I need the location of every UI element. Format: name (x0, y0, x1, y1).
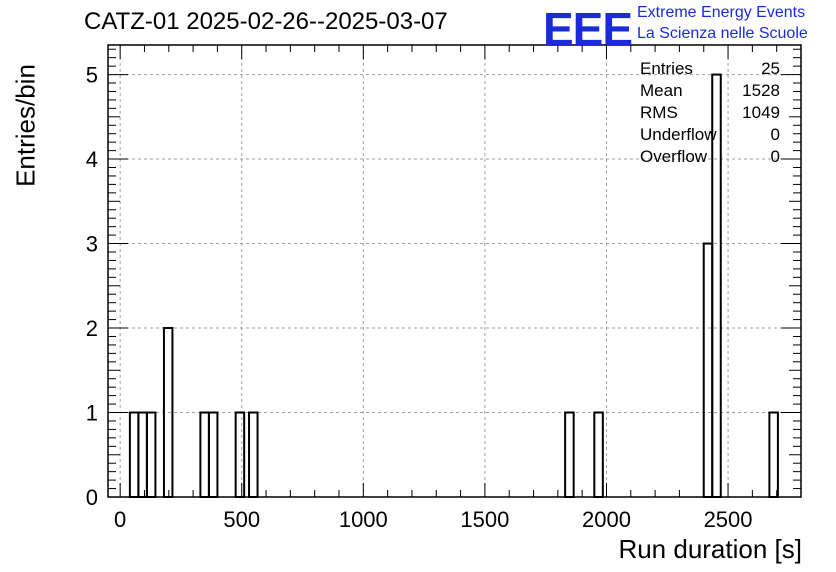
histogram-bar (137, 411, 148, 498)
chart-title: CATZ-01 2025-02-26--2025-03-07 (84, 8, 448, 35)
histogram-bar (207, 411, 219, 498)
stat-row-rms: RMS 1049 (640, 102, 780, 124)
stat-label: Entries (640, 59, 693, 78)
x-tick-label: 1500 (460, 507, 509, 532)
eee-logo: EEE (543, 3, 633, 55)
stat-value: 1528 (742, 81, 780, 100)
y-tick-label: 5 (86, 63, 98, 88)
stat-label: Underflow (640, 125, 717, 144)
histogram-bar (248, 411, 259, 498)
stat-label: Mean (640, 81, 683, 100)
histogram-bar (199, 411, 210, 498)
x-tick-label: 2500 (704, 507, 753, 532)
histogram-bar (768, 411, 779, 498)
x-tick-label: 2000 (582, 507, 631, 532)
x-tick-label: 500 (223, 507, 260, 532)
plot-frame (107, 44, 802, 498)
x-tick-label: 1000 (339, 507, 388, 532)
y-axis-label: Entries/bin (10, 64, 41, 187)
histogram-bar (564, 411, 575, 498)
histogram-bar (702, 242, 714, 498)
y-tick-label: 3 (86, 232, 98, 257)
y-tick-label: 4 (86, 147, 98, 172)
stat-row-entries: Entries 25 (640, 58, 780, 80)
stats-box: Entries 25 Mean 1528 RMS 1049 Underflow … (640, 58, 780, 168)
stat-label: Overflow (640, 147, 708, 166)
histogram-bar (234, 411, 246, 498)
histogram-bar (593, 411, 604, 498)
stat-value: 1049 (742, 103, 780, 122)
x-axis-label: Run duration [s] (618, 534, 802, 564)
stat-row-overflow: Overflow 0 (640, 146, 780, 168)
logo-line-1: Extreme Energy Events (637, 4, 806, 21)
stat-value: 0 (770, 147, 780, 166)
y-tick-label: 2 (86, 316, 98, 341)
x-tick-label: 0 (114, 507, 126, 532)
logo-line-2: La Scienza nelle Scuole (637, 25, 808, 42)
stat-value: 25 (761, 59, 780, 78)
stat-label: RMS (640, 103, 678, 122)
y-tick-label: 1 (86, 401, 98, 426)
histogram-bar (145, 411, 157, 498)
y-tick-label: 0 (86, 485, 98, 510)
stat-row-underflow: Underflow 0 (640, 124, 780, 146)
stat-value: 0 (770, 125, 780, 144)
histogram-bar (128, 411, 140, 498)
stat-row-mean: Mean 1528 (640, 80, 780, 102)
